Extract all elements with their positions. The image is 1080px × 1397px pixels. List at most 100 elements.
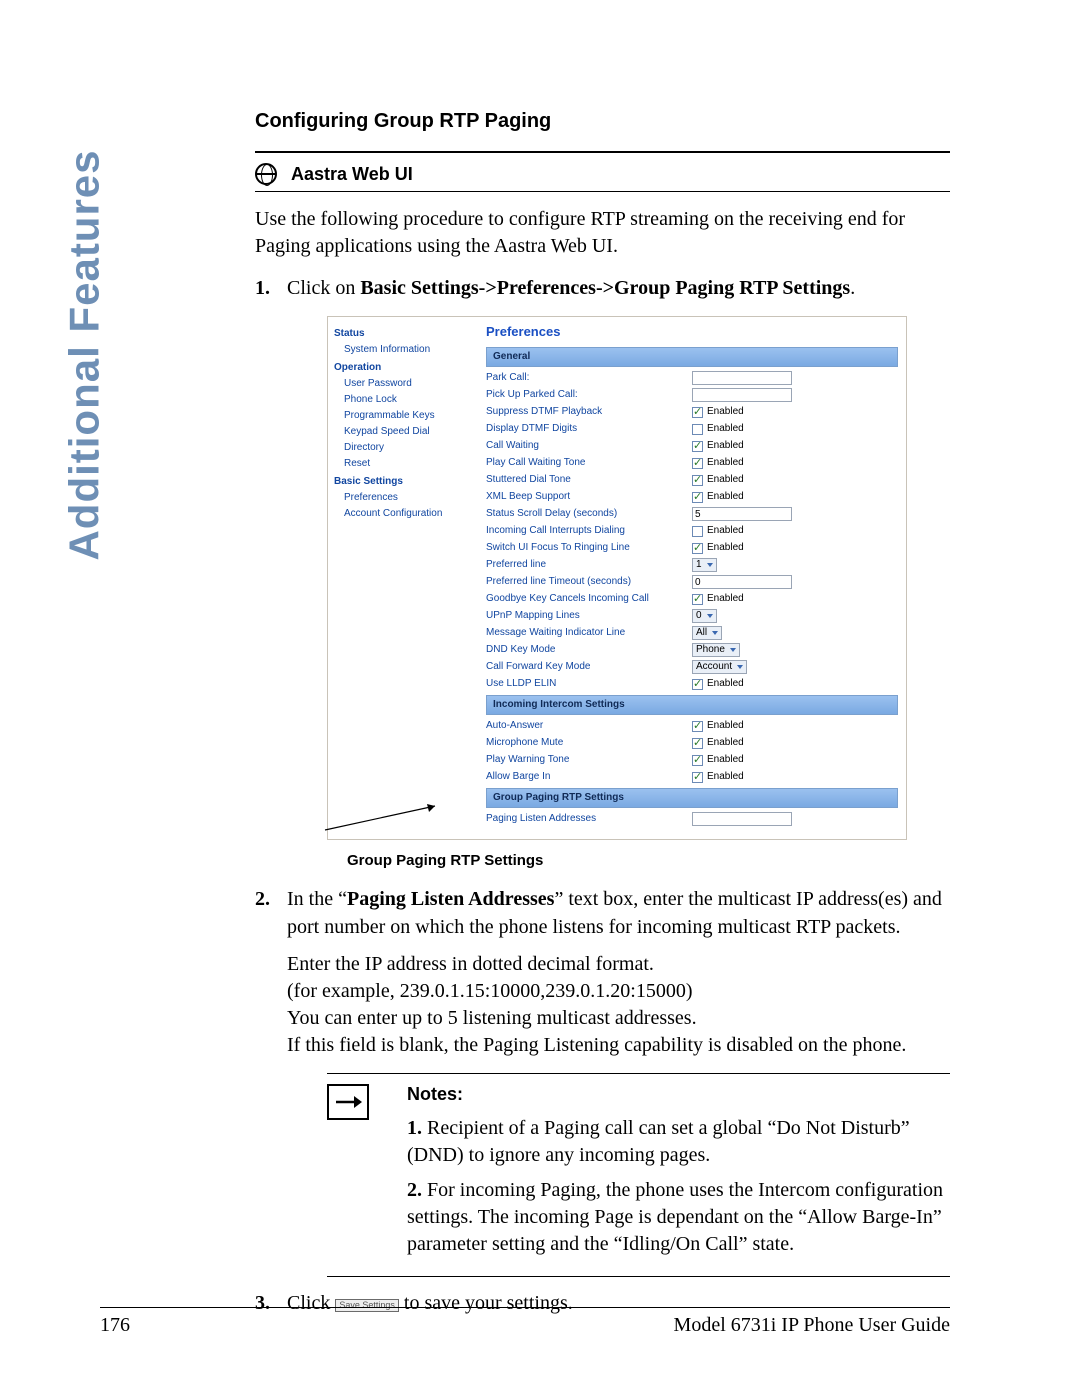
text-input[interactable] xyxy=(692,575,792,589)
row-label: DND Key Mode xyxy=(486,643,686,657)
nav-item[interactable]: Keypad Speed Dial xyxy=(344,425,474,439)
step1-suffix: . xyxy=(850,277,855,299)
mock-row: Preferred line1 xyxy=(486,558,898,572)
mock-caption: Group Paging RTP Settings xyxy=(347,850,950,871)
nav-item[interactable]: Directory xyxy=(344,441,474,455)
mock-row: Paging Listen Addresses xyxy=(486,812,898,826)
text-input[interactable] xyxy=(692,812,792,826)
arrow-right-icon xyxy=(327,1084,369,1120)
select-dropdown[interactable]: 0 xyxy=(692,609,717,623)
select-dropdown[interactable]: All xyxy=(692,626,722,640)
row-label: Play Call Waiting Tone xyxy=(486,456,686,470)
row-label: Status Scroll Delay (seconds) xyxy=(486,507,686,521)
mock-main: Preferences General Park Call: Pick Up Pa… xyxy=(478,317,906,839)
section-bar-general: General xyxy=(486,347,898,367)
row-label: Call Forward Key Mode xyxy=(486,660,686,674)
row-control xyxy=(692,371,797,385)
row-label: Microphone Mute xyxy=(486,736,686,750)
checkbox-label: Enabled xyxy=(707,405,744,419)
row-control: Enabled xyxy=(692,490,797,504)
checkbox[interactable] xyxy=(692,772,703,783)
mock-row: Pick Up Parked Call: xyxy=(486,388,898,402)
nav-item[interactable]: Preferences xyxy=(344,491,474,505)
checkbox-label: Enabled xyxy=(707,422,744,436)
text-input[interactable] xyxy=(692,507,792,521)
row-control xyxy=(692,507,797,521)
row-control: 0 xyxy=(692,609,797,623)
checkbox-label: Enabled xyxy=(707,490,744,504)
checkbox[interactable] xyxy=(692,679,703,690)
row-label: Pick Up Parked Call: xyxy=(486,388,686,402)
note-1: 1. Recipient of a Paging call can set a … xyxy=(407,1115,950,1169)
mock-row: Use LLDP ELIN Enabled xyxy=(486,677,898,691)
note-2: 2. For incoming Paging, the phone uses t… xyxy=(407,1177,950,1258)
row-label: Call Waiting xyxy=(486,439,686,453)
section-bar-intercom: Incoming Intercom Settings xyxy=(486,695,898,715)
step2-sub-0: Enter the IP address in dotted decimal f… xyxy=(287,951,950,978)
row-control: Account xyxy=(692,660,797,674)
note2-text: For incoming Paging, the phone uses the … xyxy=(407,1179,943,1255)
checkbox[interactable] xyxy=(692,441,703,452)
mock-row: Stuttered Dial ToneEnabled xyxy=(486,473,898,487)
prefs-title: Preferences xyxy=(486,323,898,341)
note1-text: Recipient of a Paging call can set a glo… xyxy=(407,1117,910,1166)
checkbox[interactable] xyxy=(692,475,703,486)
checkbox[interactable] xyxy=(692,738,703,749)
nav-item[interactable]: User Password xyxy=(344,377,474,391)
nav-item[interactable]: System Information xyxy=(344,343,474,357)
row-label: Park Call: xyxy=(486,371,686,385)
step2-sub-2: You can enter up to 5 listening multicas… xyxy=(287,1005,950,1032)
checkbox-label: Enabled xyxy=(707,736,744,750)
mock-row: Park Call: xyxy=(486,371,898,385)
mock-row: DND Key Mode Phone xyxy=(486,643,898,657)
checkbox-label: Enabled xyxy=(707,439,744,453)
nav-item[interactable]: Account Configuration xyxy=(344,507,474,521)
row-control: Enabled xyxy=(692,524,797,538)
checkbox[interactable] xyxy=(692,755,703,766)
checkbox[interactable] xyxy=(692,594,703,605)
side-tab: Additional Features xyxy=(55,120,115,590)
checkbox[interactable] xyxy=(692,492,703,503)
nav-item[interactable]: Reset xyxy=(344,457,474,471)
row-control: Enabled xyxy=(692,473,797,487)
mock-row: Incoming Call Interrupts DialingEnabled xyxy=(486,524,898,538)
select-dropdown[interactable]: Account xyxy=(692,660,747,674)
mock-row: Goodbye Key Cancels Incoming CallEnabled xyxy=(486,592,898,606)
row-control xyxy=(692,812,797,826)
nav-head-operation: Operation xyxy=(334,361,474,375)
row-control: Enabled xyxy=(692,753,797,767)
text-input[interactable] xyxy=(692,371,792,385)
divider xyxy=(255,151,950,153)
step-2: In the “Paging Listen Addresses” text bo… xyxy=(255,885,950,1277)
nav-item[interactable]: Phone Lock xyxy=(344,393,474,407)
row-control: Enabled xyxy=(692,736,797,750)
checkbox-label: Enabled xyxy=(707,541,744,555)
select-dropdown[interactable]: 1 xyxy=(692,558,717,572)
mock-row: UPnP Mapping Lines 0 xyxy=(486,609,898,623)
row-label: Preferred line Timeout (seconds) xyxy=(486,575,686,589)
select-dropdown[interactable]: Phone xyxy=(692,643,740,657)
row-label: UPnP Mapping Lines xyxy=(486,609,686,623)
row-control: Enabled xyxy=(692,719,797,733)
steps-list: Click on Basic Settings->Preferences->Gr… xyxy=(255,274,950,1317)
nav-item[interactable]: Programmable Keys xyxy=(344,409,474,423)
text-input[interactable] xyxy=(692,388,792,402)
row-control: 1 xyxy=(692,558,797,572)
checkbox[interactable] xyxy=(692,458,703,469)
mock-row: Status Scroll Delay (seconds) xyxy=(486,507,898,521)
row-label: Use LLDP ELIN xyxy=(486,677,686,691)
row-label: Play Warning Tone xyxy=(486,753,686,767)
row-control: Enabled xyxy=(692,770,797,784)
mock-row: Microphone Mute Enabled xyxy=(486,736,898,750)
row-control xyxy=(692,388,797,402)
checkbox[interactable] xyxy=(692,424,703,435)
checkbox[interactable] xyxy=(692,407,703,418)
mock-row: Message Waiting Indicator LineAll xyxy=(486,626,898,640)
checkbox[interactable] xyxy=(692,543,703,554)
divider xyxy=(255,191,950,192)
checkbox[interactable] xyxy=(692,721,703,732)
row-control: Enabled xyxy=(692,541,797,555)
checkbox-label: Enabled xyxy=(707,473,744,487)
checkbox[interactable] xyxy=(692,526,703,537)
checkbox-label: Enabled xyxy=(707,677,744,691)
